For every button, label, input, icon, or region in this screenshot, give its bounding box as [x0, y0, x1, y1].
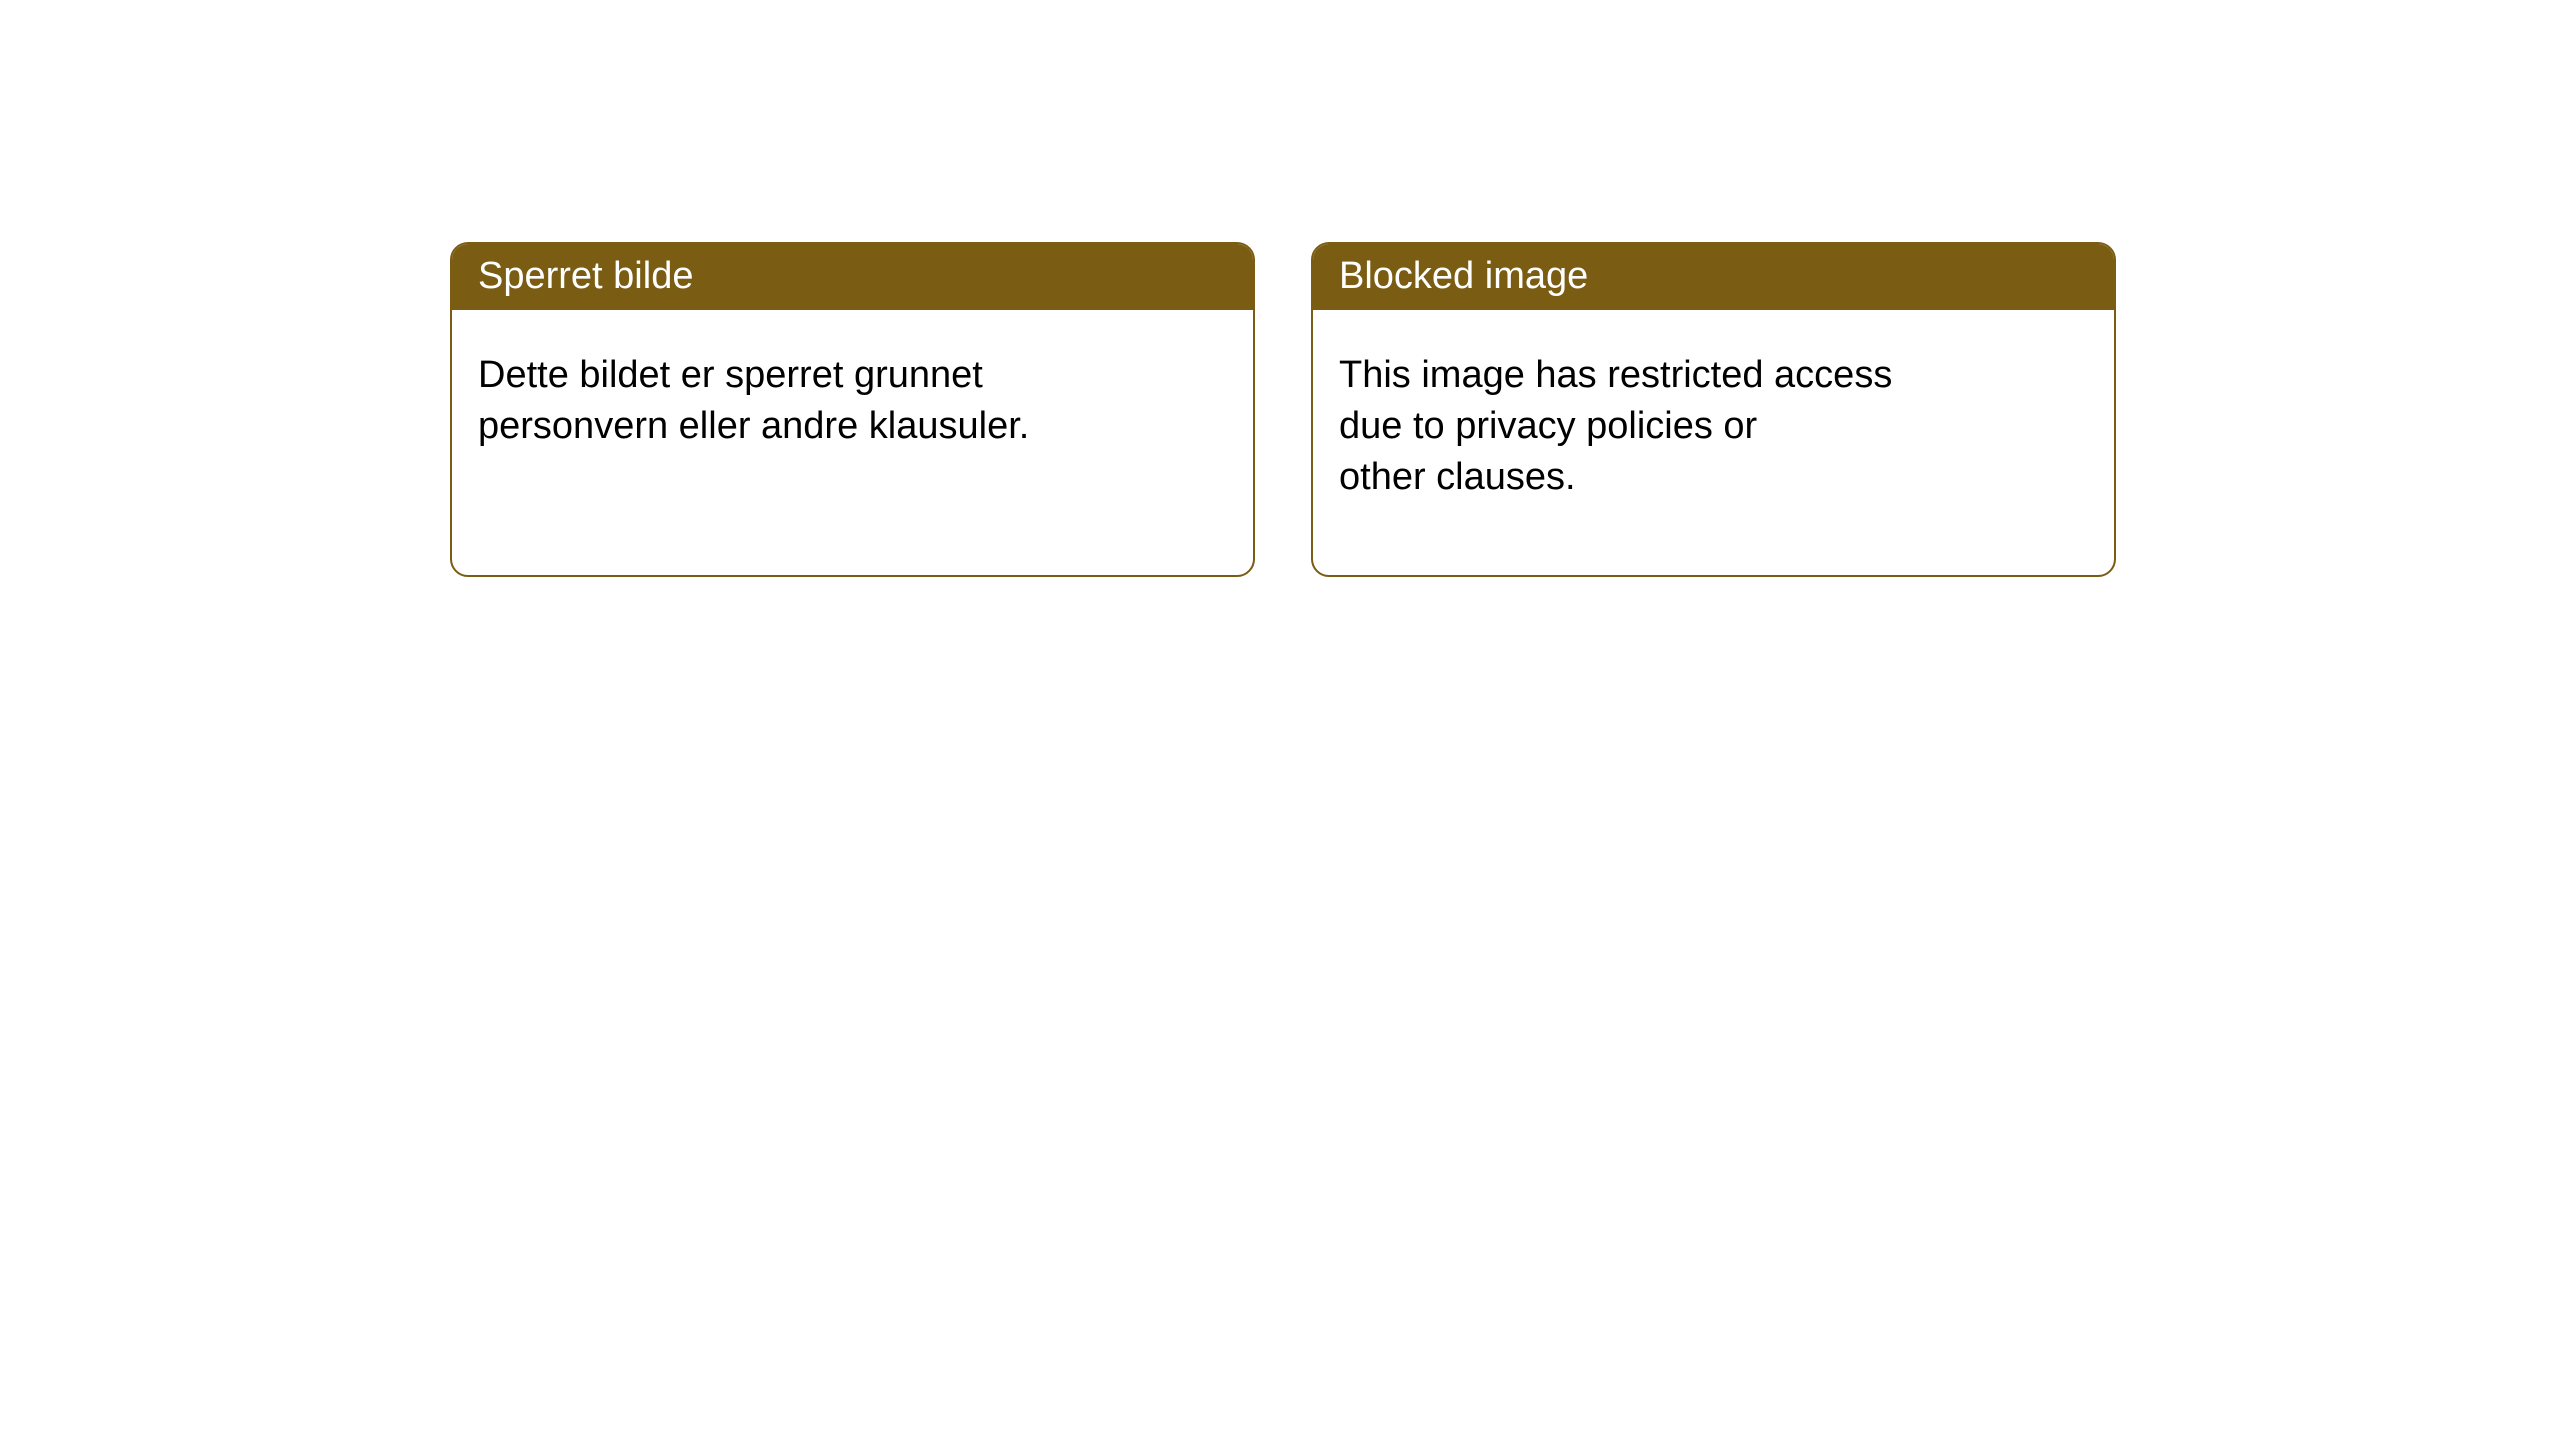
notice-title: Blocked image	[1313, 244, 2114, 310]
notice-box-english: Blocked image This image has restricted …	[1311, 242, 2116, 577]
notice-body: This image has restricted access due to …	[1313, 310, 2114, 544]
notice-box-norwegian: Sperret bilde Dette bildet er sperret gr…	[450, 242, 1255, 577]
notice-container: Sperret bilde Dette bildet er sperret gr…	[0, 0, 2560, 577]
notice-body: Dette bildet er sperret grunnet personve…	[452, 310, 1253, 493]
notice-title: Sperret bilde	[452, 244, 1253, 310]
